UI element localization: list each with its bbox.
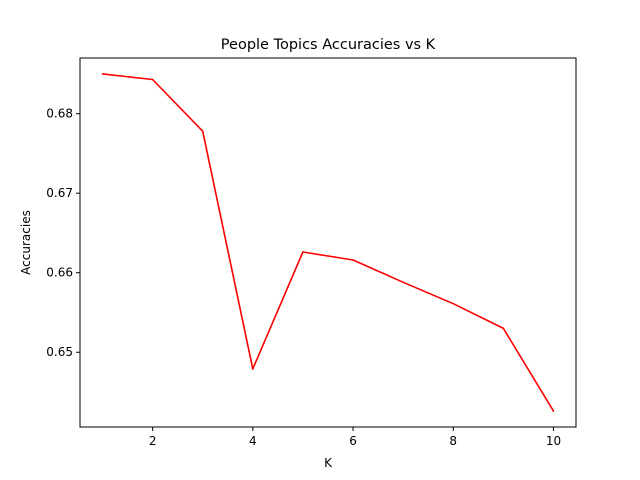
data-point <box>302 251 304 253</box>
data-point <box>201 130 204 132</box>
y-axis-ticks: 0.65 0.66 0.67 0.68 <box>46 107 80 359</box>
data-point <box>502 327 505 330</box>
y-tick-label: 0.68 <box>46 107 73 121</box>
data-point <box>402 281 404 284</box>
data-point <box>552 410 555 412</box>
data-point <box>452 302 455 305</box>
x-axis-label: K <box>324 456 333 470</box>
x-axis-ticks: 2 4 6 8 10 <box>149 427 561 448</box>
data-point <box>151 78 154 81</box>
plot-frame <box>79 57 577 428</box>
chart-title: People Topics Accuracies vs K <box>221 37 436 53</box>
x-tick-label: 4 <box>249 434 257 448</box>
data-point <box>352 259 354 261</box>
x-tick-label: 8 <box>449 434 457 448</box>
y-axis-label: Accuracies <box>19 210 33 275</box>
data-point <box>252 368 254 370</box>
series-line <box>102 73 555 412</box>
y-tick-label: 0.66 <box>46 266 73 280</box>
x-tick-label: 10 <box>546 434 561 448</box>
y-tick-label: 0.65 <box>46 345 73 359</box>
series-layer <box>101 73 555 412</box>
x-tick-label: 2 <box>149 434 157 448</box>
x-tick-label: 6 <box>349 434 357 448</box>
y-tick-label: 0.67 <box>46 186 73 200</box>
data-point <box>101 73 104 75</box>
